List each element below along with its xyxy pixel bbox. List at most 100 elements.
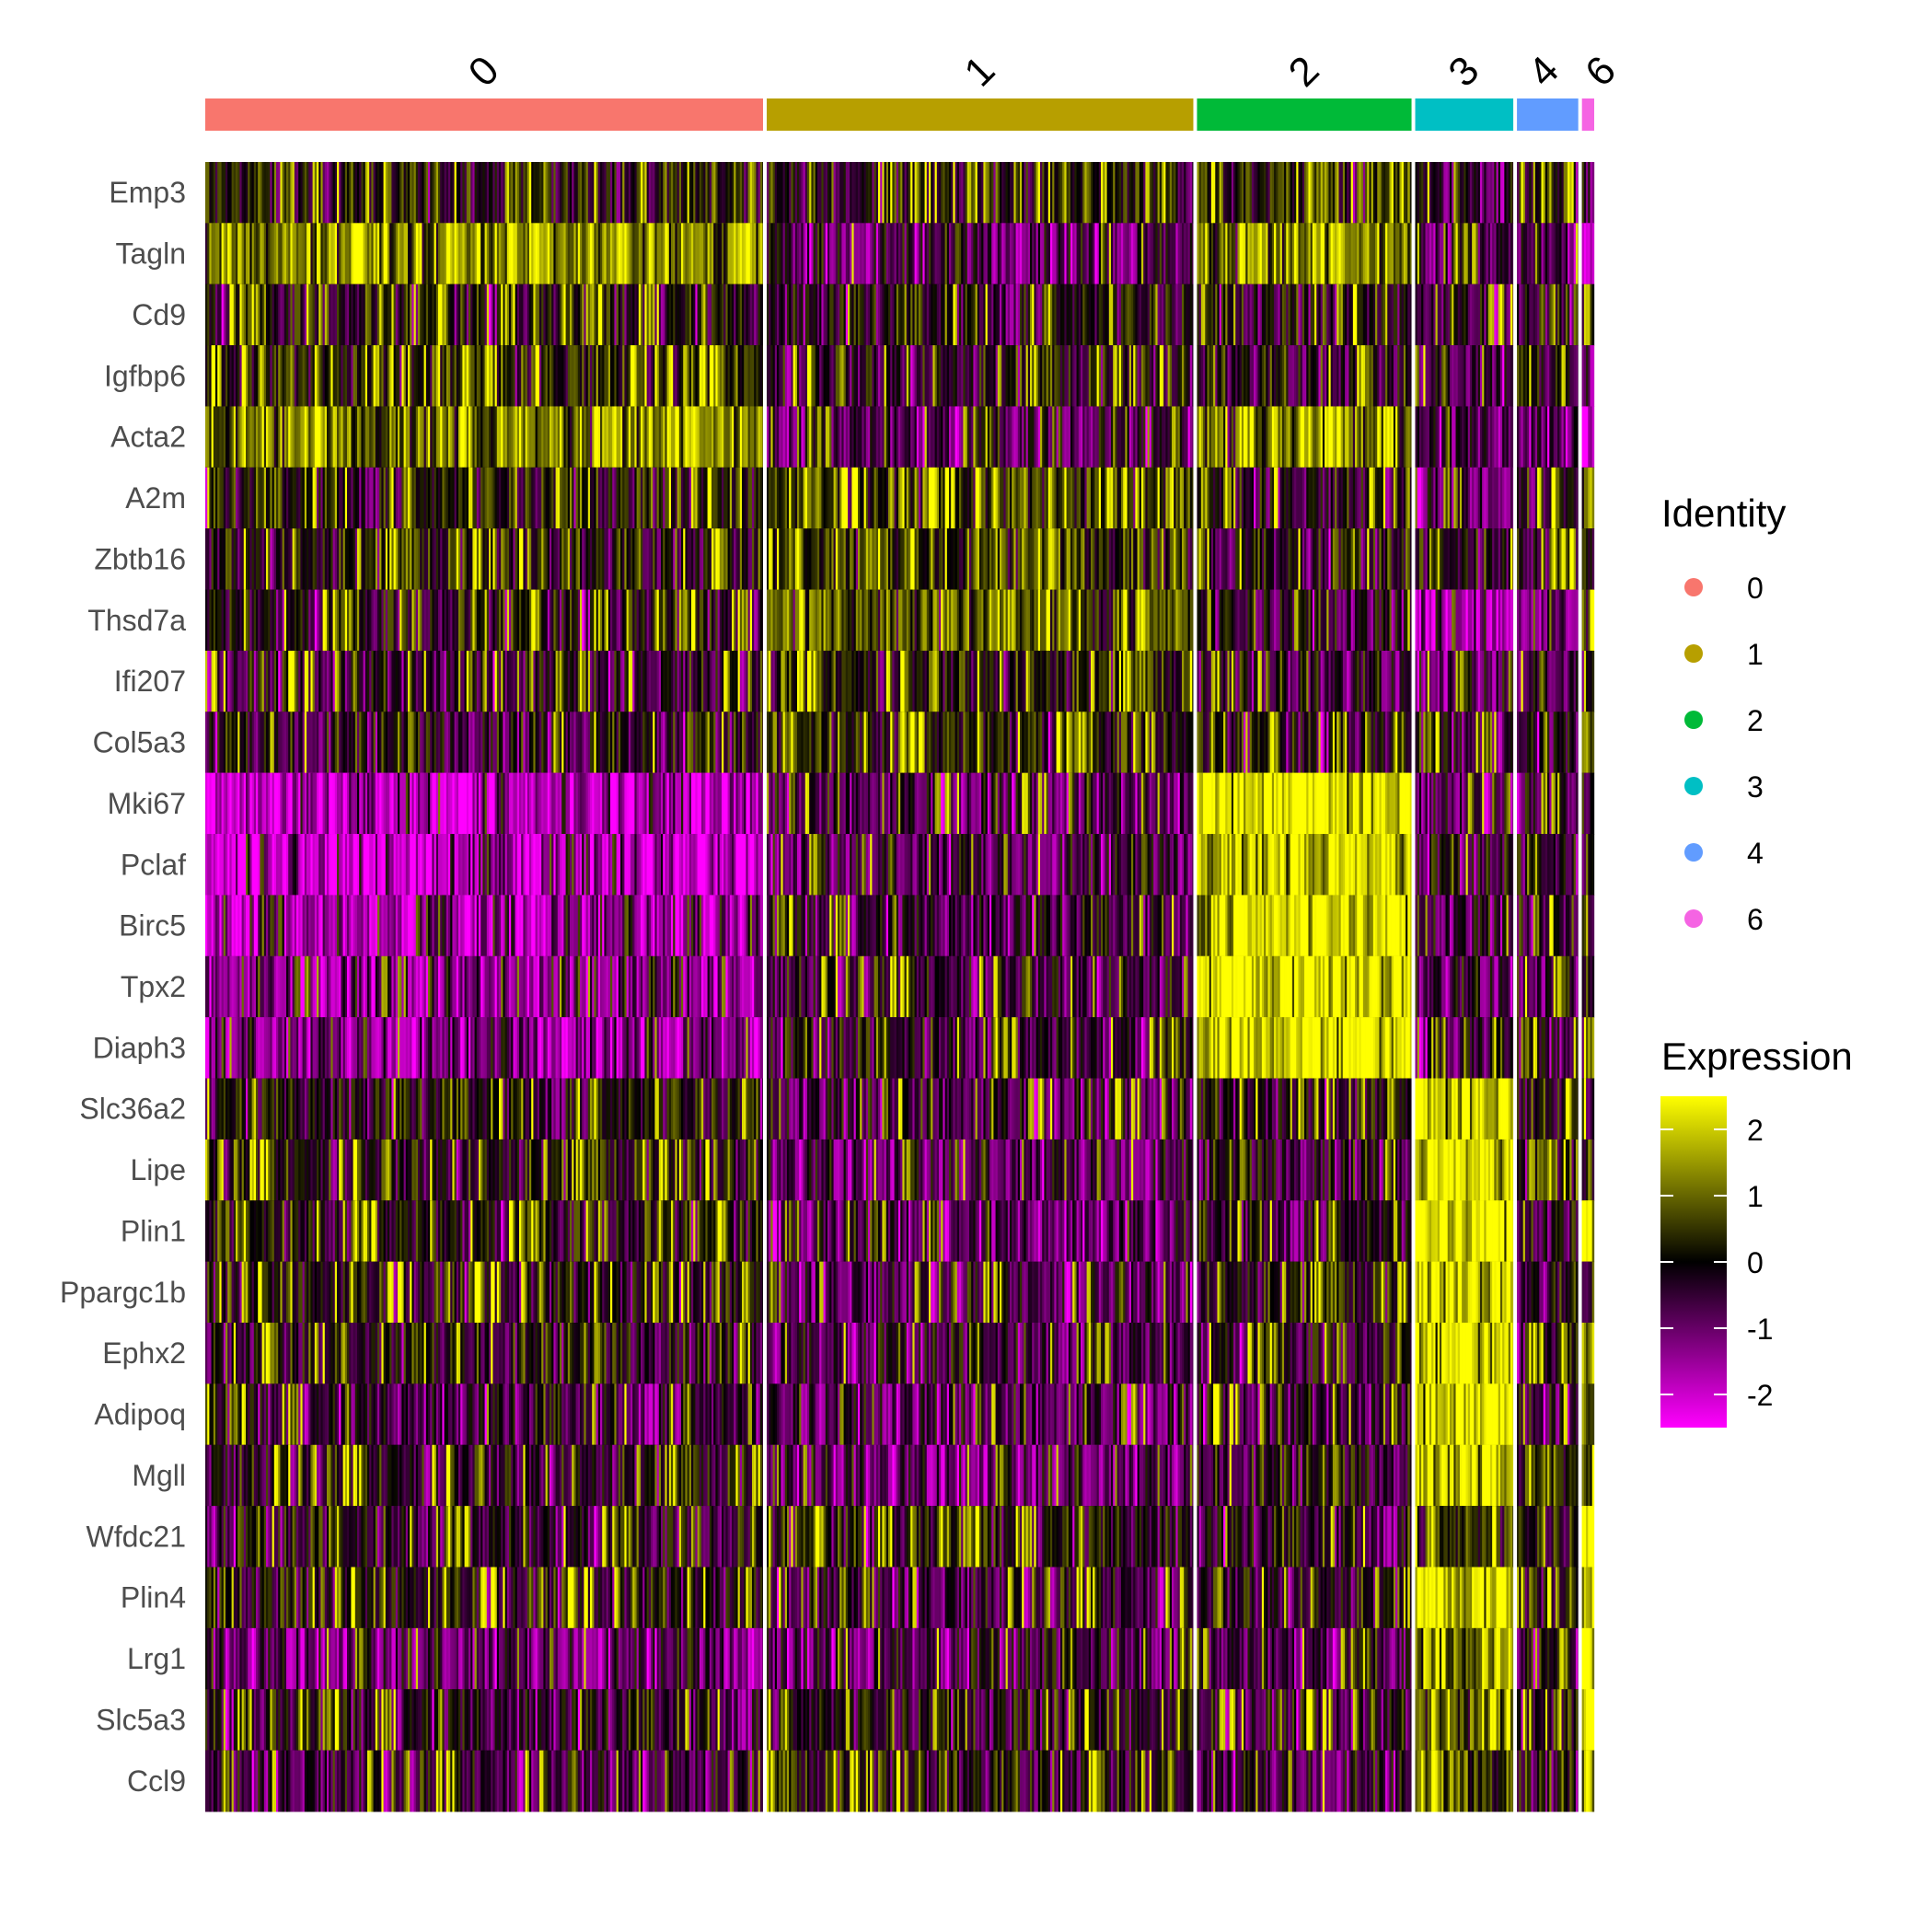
heatmap-cell-Igfbp6-cluster-0 <box>205 345 763 407</box>
heatmap-cell-Plin1-cluster-6 <box>1581 1200 1595 1263</box>
heatmap-cell-Adipoq-cluster-1 <box>766 1383 1194 1446</box>
gene-label-Pclaf: Pclaf <box>121 848 186 881</box>
identity-legend-dot-4 <box>1684 843 1703 862</box>
heatmap-cell-Plin4-cluster-2 <box>1197 1567 1412 1629</box>
heatmap-cell-Diaph3-cluster-2 <box>1197 1017 1412 1080</box>
heatmap-cell-Adipoq-cluster-2 <box>1197 1383 1412 1446</box>
identity-legend-title: Identity <box>1661 492 1786 535</box>
heatmap-cell-Igfbp6-cluster-4 <box>1517 345 1579 407</box>
expression-legend-title: Expression <box>1661 1035 1853 1078</box>
heatmap-cell-Adipoq-cluster-0 <box>205 1383 763 1446</box>
identity-legend-dot-2 <box>1684 711 1703 729</box>
heatmap-cell-Pclaf-cluster-1 <box>766 834 1194 896</box>
heatmap-cell-Plin4-cluster-3 <box>1415 1567 1514 1629</box>
heatmap-cell-Ephx2-cluster-6 <box>1581 1323 1595 1384</box>
heatmap-cell-Lrg1-cluster-4 <box>1517 1627 1579 1690</box>
gene-label-Slc36a2: Slc36a2 <box>79 1093 186 1126</box>
gene-label-Wfdc21: Wfdc21 <box>87 1520 186 1553</box>
heatmap-cell-Slc5a3-cluster-0 <box>205 1689 763 1752</box>
heatmap-row-Ppargc1b <box>205 1261 1595 1324</box>
gene-labels: Emp3 Tagln Cd9 Igfbp6 Acta2 A2m Zbtb16 Thsd7a If… <box>60 176 186 1798</box>
identity-legend-label-3: 3 <box>1747 770 1764 804</box>
cluster-bar-0 <box>205 98 763 131</box>
heatmap-row-Col5a3 <box>205 711 1595 774</box>
expression-tick-label--2: -2 <box>1747 1379 1773 1412</box>
heatmap-cell-Emp3-cluster-0 <box>205 162 763 224</box>
heatmap-cell-Emp3-cluster-4 <box>1517 162 1579 224</box>
gene-label-Tpx2: Tpx2 <box>121 970 186 1003</box>
heatmap-cell-Adipoq-cluster-6 <box>1581 1383 1595 1446</box>
heatmap-cell-Lipe-cluster-4 <box>1517 1139 1579 1201</box>
heatmap-cell-A2m-cluster-6 <box>1581 467 1595 529</box>
heatmap-cell-Birc5-cluster-6 <box>1581 895 1595 957</box>
heatmap-cell-Diaph3-cluster-4 <box>1517 1017 1579 1080</box>
heatmap-cell-Emp3-cluster-2 <box>1197 162 1412 224</box>
heatmap-cell-Thsd7a-cluster-0 <box>205 589 763 652</box>
heatmap-cell-Diaph3-cluster-6 <box>1581 1017 1595 1080</box>
identity-legend-dot-1 <box>1684 644 1703 663</box>
heatmap-cell-Tpx2-cluster-1 <box>766 955 1194 1018</box>
heatmap-row-Birc5 <box>205 895 1595 957</box>
gene-label-Lrg1: Lrg1 <box>127 1642 186 1675</box>
heatmap-cell-Plin1-cluster-1 <box>766 1200 1194 1263</box>
heatmap-cell-Tagln-cluster-3 <box>1415 223 1514 285</box>
expression-tick-label-0: 0 <box>1747 1246 1764 1279</box>
heatmap-row-Zbtb16 <box>205 528 1595 591</box>
gene-label-Acta2: Acta2 <box>110 421 186 454</box>
heatmap-cell-Ifi207-cluster-1 <box>766 650 1194 712</box>
heatmap-cell-Ppargc1b-cluster-6 <box>1581 1261 1595 1324</box>
heatmap-cell-Igfbp6-cluster-2 <box>1197 345 1412 407</box>
gene-label-Plin1: Plin1 <box>121 1215 186 1248</box>
heatmap-cell-Wfdc21-cluster-2 <box>1197 1506 1412 1568</box>
cluster-label-6: 6 <box>1577 48 1625 96</box>
heatmap-cell-A2m-cluster-4 <box>1517 467 1579 529</box>
identity-legend-dot-3 <box>1684 777 1703 795</box>
cluster-label-2: 2 <box>1280 48 1328 96</box>
heatmap-row-Emp3 <box>205 162 1595 224</box>
cluster-bar-4 <box>1517 98 1579 131</box>
heatmap-row-Ccl9 <box>205 1750 1595 1812</box>
heatmap-row-Tpx2 <box>205 955 1595 1018</box>
gene-label-Ppargc1b: Ppargc1b <box>60 1276 186 1309</box>
identity-legend-label-2: 2 <box>1747 704 1764 737</box>
heatmap-cell-Cd9-cluster-6 <box>1581 283 1595 346</box>
heatmap-cell-Birc5-cluster-1 <box>766 895 1194 957</box>
cluster-annotation-bar <box>205 98 1594 131</box>
identity-legend-label-0: 0 <box>1747 572 1764 605</box>
heatmap-cell-Col5a3-cluster-3 <box>1415 711 1514 774</box>
heatmap-cell-Mgll-cluster-0 <box>205 1444 763 1507</box>
heatmap-cell-Slc36a2-cluster-6 <box>1581 1078 1595 1140</box>
heatmap-row-Ifi207 <box>205 650 1595 712</box>
heatmap-row-Slc5a3 <box>205 1689 1595 1752</box>
identity-legend-label-6: 6 <box>1747 903 1764 936</box>
cluster-bar-6 <box>1581 98 1594 131</box>
heatmap-cell-Ccl9-cluster-0 <box>205 1750 763 1812</box>
heatmap-cell-Emp3-cluster-6 <box>1581 162 1595 224</box>
heatmap-cell-A2m-cluster-0 <box>205 467 763 529</box>
heatmap-cell-Pclaf-cluster-0 <box>205 834 763 896</box>
heatmap-cell-Ppargc1b-cluster-0 <box>205 1261 763 1324</box>
heatmap-cell-Slc36a2-cluster-3 <box>1415 1078 1514 1140</box>
heatmap-row-Thsd7a <box>205 589 1595 652</box>
gene-label-Plin4: Plin4 <box>121 1581 186 1614</box>
heatmap-row-Plin1 <box>205 1200 1595 1263</box>
heatmap-cell-Diaph3-cluster-3 <box>1415 1017 1514 1080</box>
heatmap-cell-Slc5a3-cluster-6 <box>1581 1689 1595 1752</box>
heatmap-cell-Ifi207-cluster-0 <box>205 650 763 712</box>
heatmap-row-A2m <box>205 467 1595 529</box>
heatmap-cell-Pclaf-cluster-2 <box>1197 834 1412 896</box>
heatmap-cell-Slc5a3-cluster-4 <box>1517 1689 1579 1752</box>
heatmap-cell-Wfdc21-cluster-4 <box>1517 1506 1579 1568</box>
heatmap-cell-Zbtb16-cluster-3 <box>1415 528 1514 591</box>
heatmap-cell-Plin1-cluster-3 <box>1415 1200 1514 1263</box>
heatmap-cell-Pclaf-cluster-4 <box>1517 834 1579 896</box>
heatmap-row-Pclaf <box>205 834 1595 896</box>
heatmap-cell-Birc5-cluster-2 <box>1197 895 1412 957</box>
heatmap-cell-Zbtb16-cluster-0 <box>205 528 763 591</box>
gene-label-Emp3: Emp3 <box>109 176 186 209</box>
heatmap-cell-Col5a3-cluster-4 <box>1517 711 1579 774</box>
heatmap-cell-Wfdc21-cluster-6 <box>1581 1506 1595 1568</box>
heatmap-cell-Ifi207-cluster-2 <box>1197 650 1412 712</box>
heatmap-cell-Lipe-cluster-3 <box>1415 1139 1514 1201</box>
